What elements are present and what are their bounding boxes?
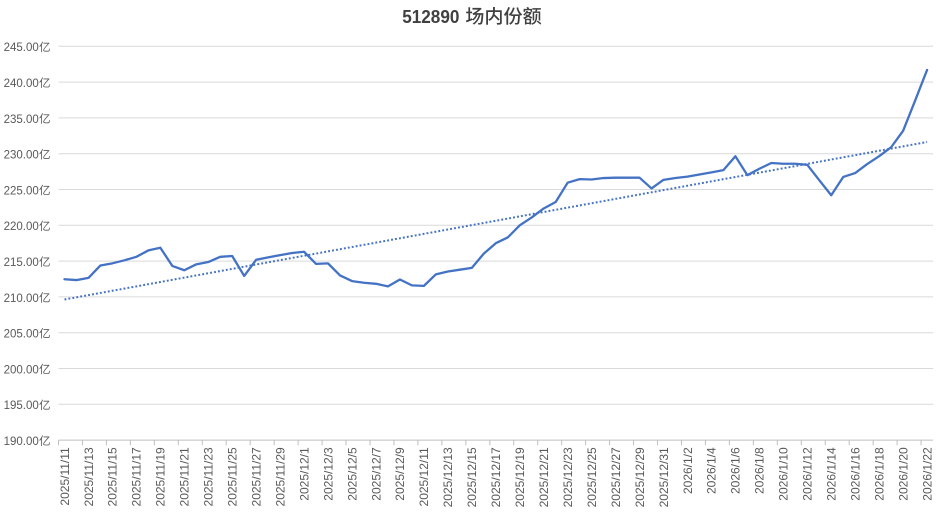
svg-text:2026/1/16: 2026/1/16: [848, 447, 862, 501]
svg-text:2025/12/5: 2025/12/5: [345, 447, 359, 501]
svg-text:2025/12/23: 2025/12/23: [561, 447, 575, 507]
svg-text:2025/12/15: 2025/12/15: [465, 447, 479, 507]
svg-text:2025/12/1: 2025/12/1: [297, 447, 311, 501]
svg-text:210.00: 210.00: [4, 293, 39, 305]
svg-text:2026/1/6: 2026/1/6: [729, 447, 743, 494]
svg-text:512890: 512890: [402, 7, 459, 27]
svg-text:200.00: 200.00: [4, 364, 39, 376]
svg-text:2026/1/2: 2026/1/2: [681, 447, 695, 494]
svg-text:230.00: 230.00: [4, 150, 39, 162]
svg-text:2025/11/17: 2025/11/17: [130, 447, 144, 506]
svg-text:235.00: 235.00: [4, 114, 39, 126]
svg-text:2026/1/12: 2026/1/12: [801, 447, 815, 501]
svg-text:2025/12/31: 2025/12/31: [657, 447, 671, 507]
svg-text:225.00: 225.00: [4, 185, 39, 197]
svg-text:2025/12/17: 2025/12/17: [489, 447, 503, 507]
svg-text:2026/1/8: 2026/1/8: [753, 447, 767, 494]
svg-text:2025/11/27: 2025/11/27: [249, 447, 263, 506]
svg-text:220.00: 220.00: [4, 221, 39, 233]
svg-text:2026/1/10: 2026/1/10: [777, 447, 791, 501]
svg-text:190.00: 190.00: [4, 436, 39, 448]
svg-text:2026/1/18: 2026/1/18: [872, 447, 886, 501]
svg-text:2025/12/25: 2025/12/25: [585, 447, 599, 507]
svg-text:215.00: 215.00: [4, 257, 39, 269]
svg-text:2026/1/20: 2026/1/20: [896, 447, 910, 501]
svg-text:2025/12/27: 2025/12/27: [609, 447, 623, 507]
svg-text:2026/1/4: 2026/1/4: [705, 447, 719, 494]
svg-text:2025/12/21: 2025/12/21: [537, 447, 551, 507]
svg-text:2025/12/13: 2025/12/13: [441, 447, 455, 507]
svg-text:195.00: 195.00: [4, 400, 39, 412]
svg-text:2025/11/21: 2025/11/21: [178, 447, 192, 506]
svg-text:2025/11/25: 2025/11/25: [226, 447, 240, 506]
svg-text:2025/12/19: 2025/12/19: [513, 447, 527, 507]
svg-text:2025/11/15: 2025/11/15: [106, 447, 120, 506]
svg-text:2025/11/19: 2025/11/19: [154, 447, 168, 506]
svg-text:2025/12/3: 2025/12/3: [321, 447, 335, 501]
svg-text:2026/1/22: 2026/1/22: [920, 447, 934, 501]
svg-text:2025/12/7: 2025/12/7: [369, 447, 383, 501]
svg-text:2025/11/13: 2025/11/13: [82, 447, 96, 506]
svg-text:2025/12/29: 2025/12/29: [633, 447, 647, 507]
svg-text:240.00: 240.00: [4, 78, 39, 90]
svg-text:2025/11/23: 2025/11/23: [202, 447, 216, 506]
svg-text:2025/11/29: 2025/11/29: [273, 447, 287, 506]
svg-text:2025/12/9: 2025/12/9: [393, 447, 407, 501]
svg-text:2025/11/11: 2025/11/11: [58, 447, 72, 506]
svg-text:245.00: 245.00: [4, 42, 39, 54]
svg-text:2026/1/14: 2026/1/14: [825, 447, 839, 501]
svg-text:205.00: 205.00: [4, 329, 39, 341]
svg-text:2025/12/11: 2025/12/11: [417, 447, 431, 506]
